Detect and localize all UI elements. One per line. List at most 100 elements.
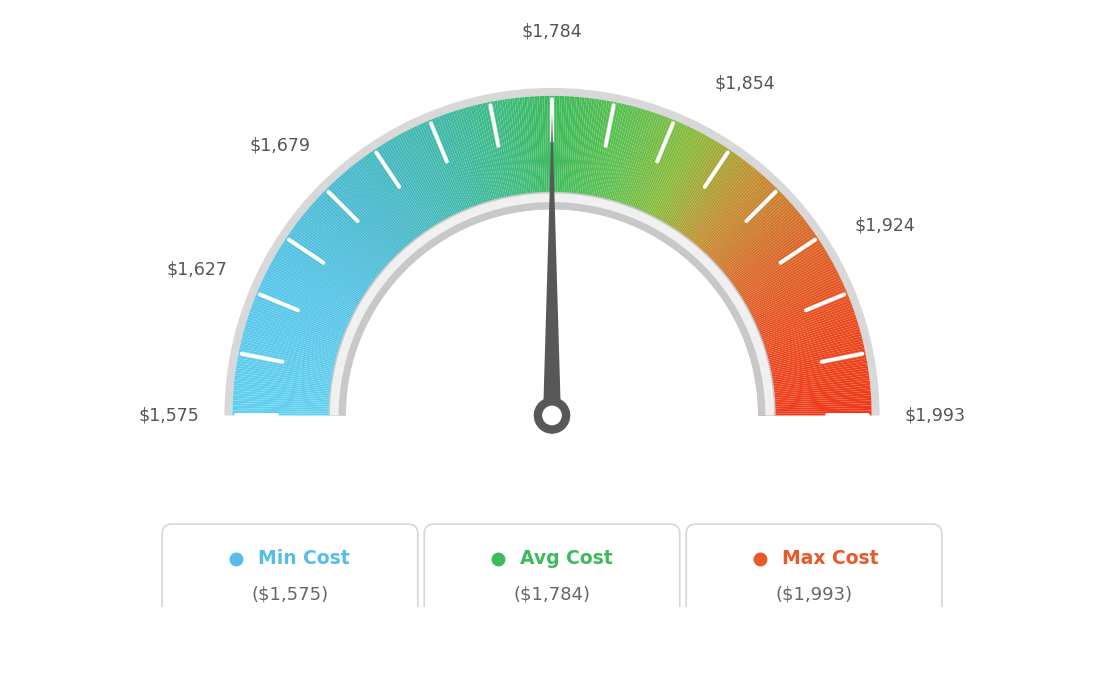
Wedge shape [233,403,354,409]
Text: ($1,784): ($1,784) [513,585,591,603]
Wedge shape [236,363,357,384]
Wedge shape [584,100,607,220]
Wedge shape [647,135,708,243]
Wedge shape [702,206,795,287]
Wedge shape [698,199,788,282]
Wedge shape [233,388,354,400]
Wedge shape [741,319,858,357]
Wedge shape [369,152,439,253]
Wedge shape [414,126,468,237]
Wedge shape [265,273,374,328]
Wedge shape [416,125,469,236]
Wedge shape [556,96,562,217]
Text: $1,627: $1,627 [167,260,227,278]
Wedge shape [233,398,354,406]
Wedge shape [711,224,809,297]
Wedge shape [381,144,447,248]
Wedge shape [463,108,498,225]
Wedge shape [492,101,517,221]
Wedge shape [750,391,871,402]
Wedge shape [598,105,629,223]
Wedge shape [721,248,826,313]
Wedge shape [401,133,459,241]
Wedge shape [743,328,860,363]
Wedge shape [726,264,835,323]
Wedge shape [364,155,437,255]
Text: $1,575: $1,575 [138,406,199,424]
Wedge shape [662,150,732,252]
Wedge shape [720,246,825,312]
FancyBboxPatch shape [424,524,680,627]
Wedge shape [722,253,828,316]
Wedge shape [750,395,871,404]
Wedge shape [734,291,847,339]
Wedge shape [629,121,679,234]
Wedge shape [638,128,692,237]
Wedge shape [665,152,735,253]
Wedge shape [750,400,871,408]
Wedge shape [592,103,619,221]
Wedge shape [250,310,365,351]
Wedge shape [580,99,599,219]
Wedge shape [664,151,734,253]
Wedge shape [505,99,524,219]
Wedge shape [247,317,363,356]
Wedge shape [747,358,867,382]
Wedge shape [298,219,395,295]
Wedge shape [237,358,357,382]
Wedge shape [530,97,540,218]
Wedge shape [243,331,361,365]
Wedge shape [743,331,861,365]
Wedge shape [749,380,870,395]
Wedge shape [336,179,418,270]
Wedge shape [675,164,752,261]
Wedge shape [602,106,634,224]
Wedge shape [352,164,429,261]
Wedge shape [649,137,710,244]
Wedge shape [705,214,802,292]
Wedge shape [569,97,582,218]
Wedge shape [586,101,609,221]
Wedge shape [360,159,434,257]
Wedge shape [591,102,617,221]
Wedge shape [410,128,465,238]
Wedge shape [737,305,852,348]
Wedge shape [607,108,644,226]
Wedge shape [233,395,354,404]
Wedge shape [736,300,851,346]
Wedge shape [640,130,697,239]
Wedge shape [666,154,737,254]
Wedge shape [560,96,567,217]
Wedge shape [342,172,423,266]
Wedge shape [333,181,417,271]
Wedge shape [690,186,776,274]
Wedge shape [507,99,526,219]
Wedge shape [708,217,805,294]
Wedge shape [725,262,834,322]
Wedge shape [514,98,530,219]
Text: $1,784: $1,784 [522,23,582,41]
Wedge shape [302,214,399,292]
Text: Avg Cost: Avg Cost [520,549,613,568]
Wedge shape [240,346,359,374]
Wedge shape [341,174,422,267]
Wedge shape [519,97,533,218]
Wedge shape [728,266,836,324]
Wedge shape [594,103,622,222]
Wedge shape [388,140,452,246]
Wedge shape [273,257,380,319]
Wedge shape [258,286,371,337]
Wedge shape [379,146,446,249]
Wedge shape [224,88,880,415]
Wedge shape [731,277,841,331]
Wedge shape [608,109,646,226]
Wedge shape [427,120,476,233]
Wedge shape [240,348,359,375]
Wedge shape [357,161,432,259]
Wedge shape [743,333,861,366]
Wedge shape [742,326,860,362]
Wedge shape [512,98,529,219]
Wedge shape [275,255,381,317]
Wedge shape [750,388,871,400]
Wedge shape [597,104,627,223]
